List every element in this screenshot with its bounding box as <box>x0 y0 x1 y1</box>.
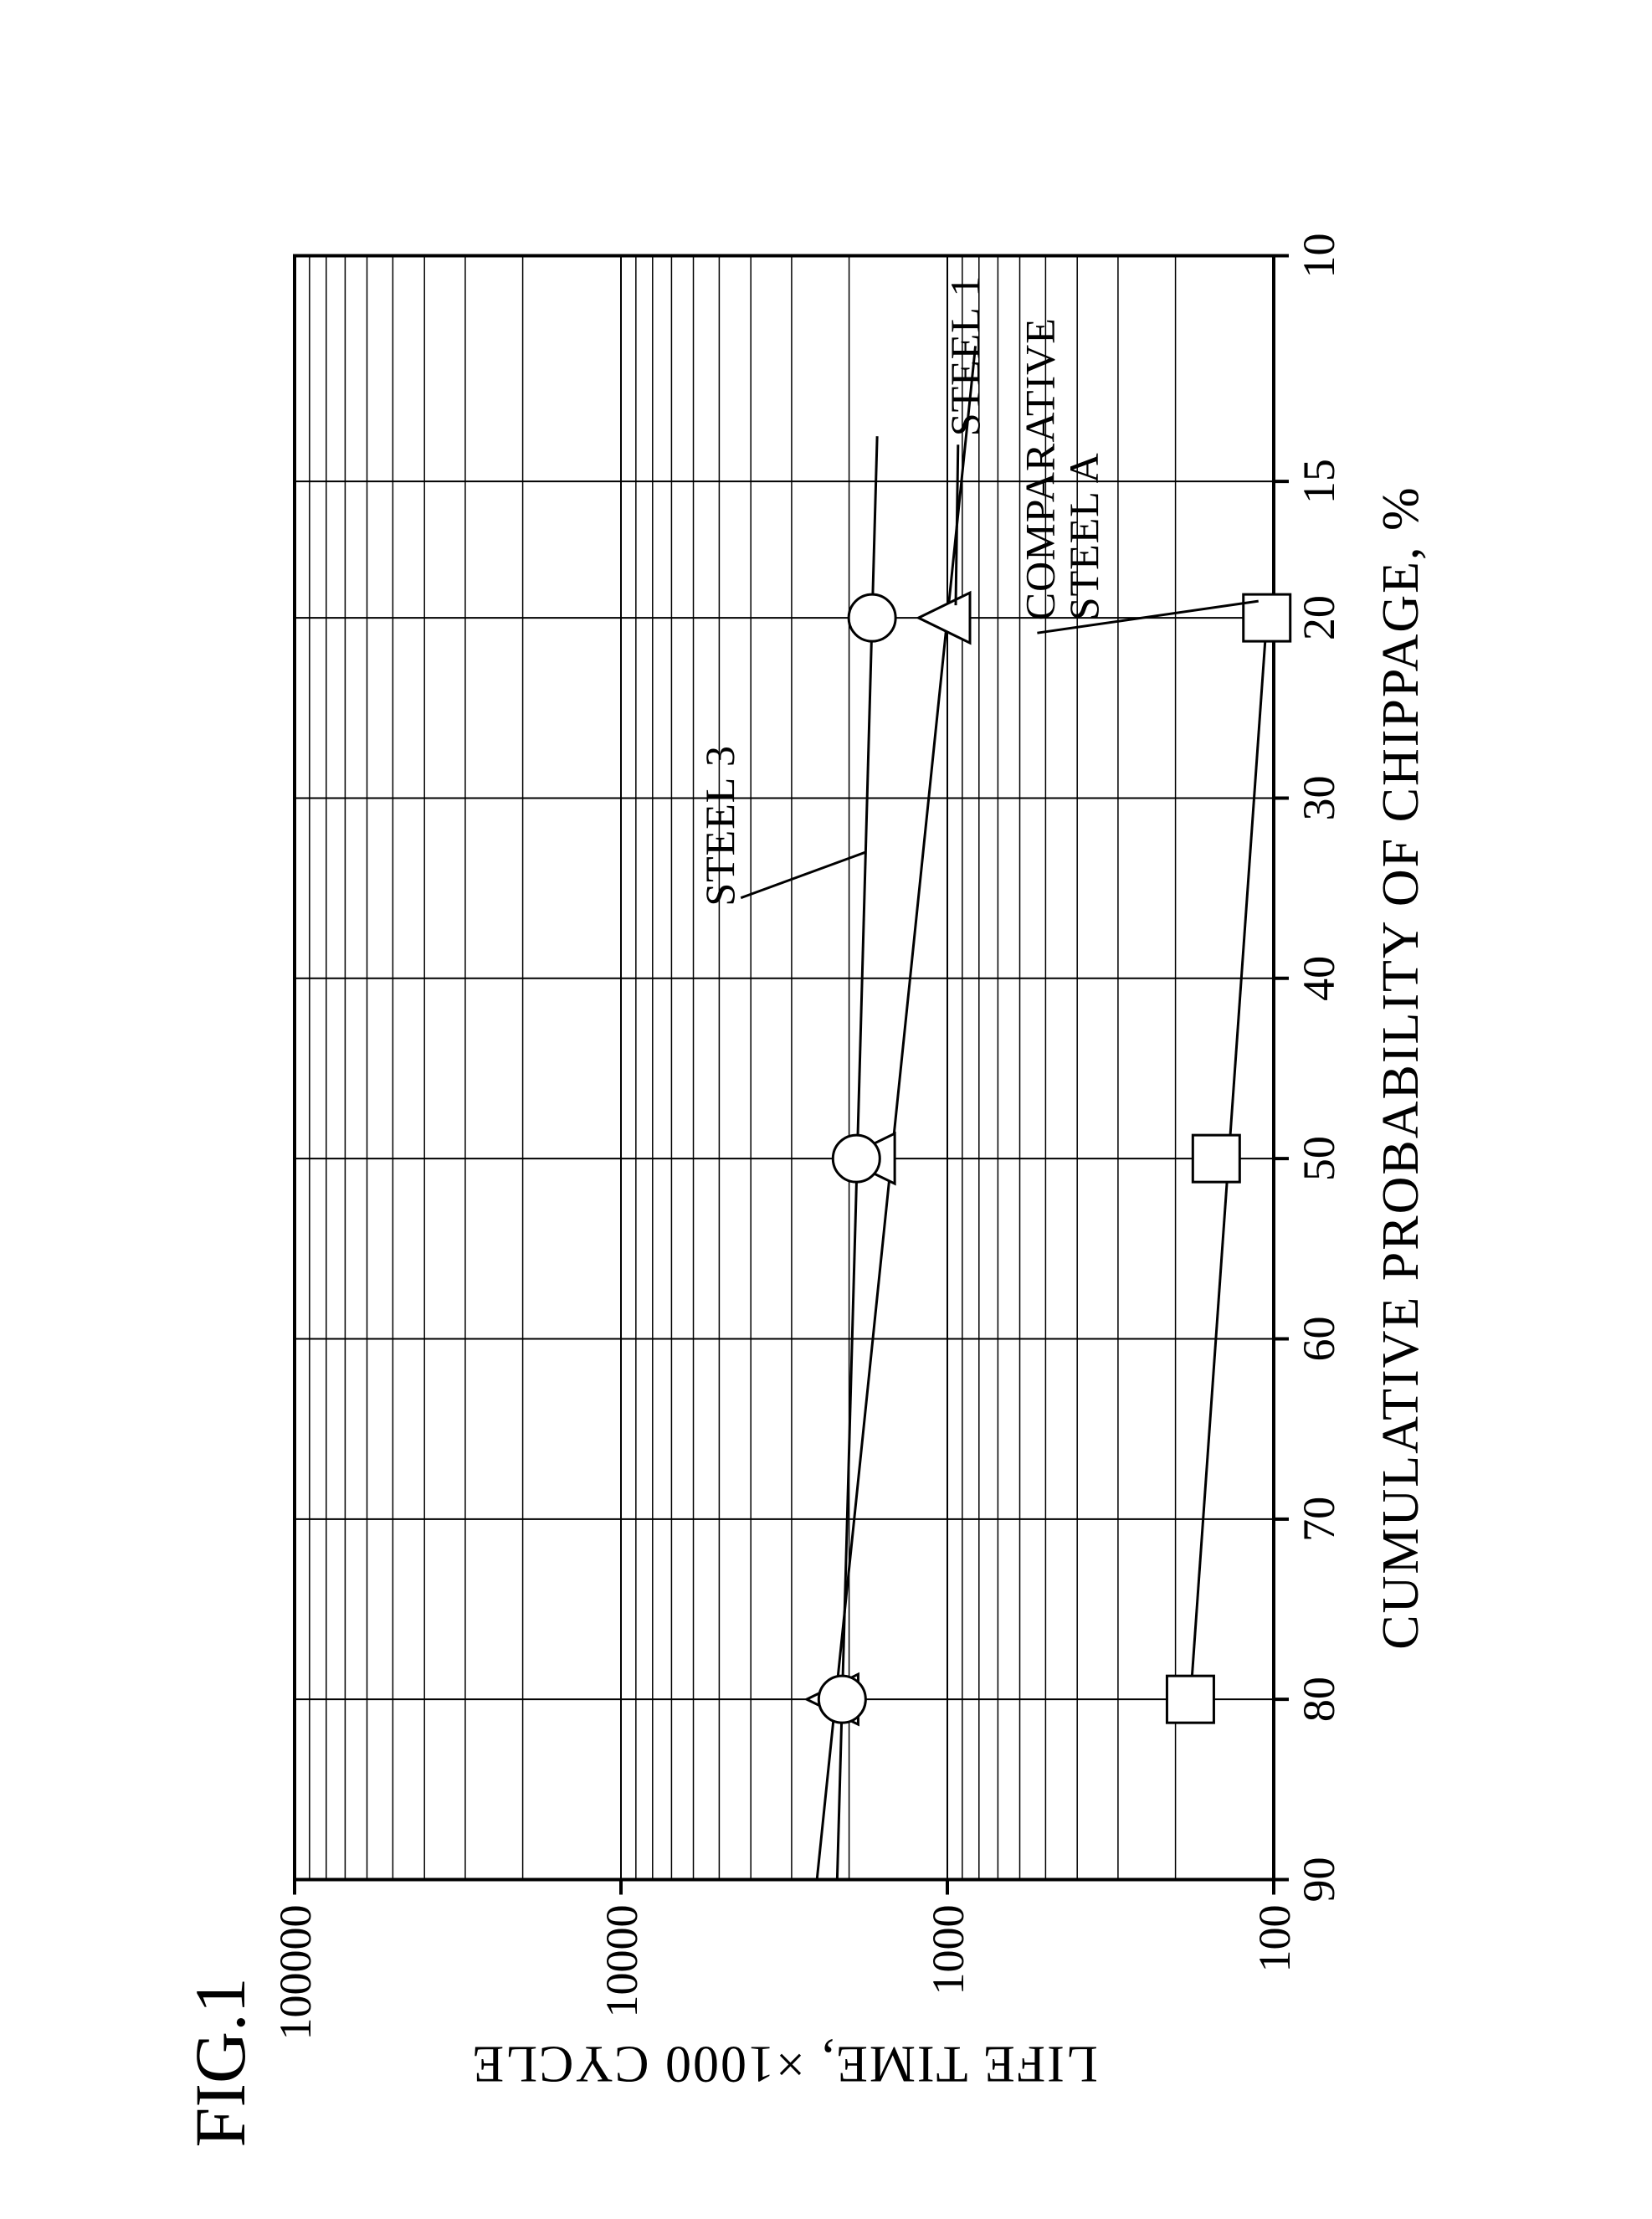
svg-text:10: 10 <box>1294 234 1344 279</box>
svg-text:50: 50 <box>1294 1136 1344 1181</box>
svg-text:90: 90 <box>1294 1857 1344 1903</box>
svg-text:COMPARATIVE: COMPARATIVE <box>1016 317 1063 620</box>
svg-text:30: 30 <box>1294 775 1344 820</box>
svg-text:80: 80 <box>1294 1677 1344 1722</box>
svg-text:40: 40 <box>1294 956 1344 1001</box>
svg-text:70: 70 <box>1294 1497 1344 1542</box>
weibull-chart: 90 80 70 60 50 40 30 20 15 10 CUMULATIVE PROBABILI… <box>0 0 1652 2219</box>
svg-text:STEEL 1: STEEL 1 <box>941 275 988 437</box>
svg-text:STEEL 3: STEEL 3 <box>696 745 743 907</box>
figure-container: 90 80 70 60 50 40 30 20 15 10 CUMULATIVE PROBABILI… <box>0 0 1652 2219</box>
svg-text:20: 20 <box>1294 595 1344 640</box>
svg-text:100: 100 <box>1249 1905 1300 1973</box>
svg-text:FIG.1: FIG.1 <box>180 1977 260 2147</box>
svg-text:CUMULATIVE PROBABILITY OF CHIP: CUMULATIVE PROBABILITY OF CHIPPAGE, % <box>1372 485 1429 1649</box>
svg-text:15: 15 <box>1294 459 1344 504</box>
svg-text:STEEL A: STEEL A <box>1060 452 1107 620</box>
svg-text:100000: 100000 <box>270 1905 321 2041</box>
svg-text:1000: 1000 <box>923 1905 973 1996</box>
svg-text:LIFE TIME, ×1000 CYCLE: LIFE TIME, ×1000 CYCLE <box>470 2036 1097 2093</box>
svg-text:10000: 10000 <box>597 1905 647 2018</box>
svg-text:60: 60 <box>1294 1316 1344 1361</box>
